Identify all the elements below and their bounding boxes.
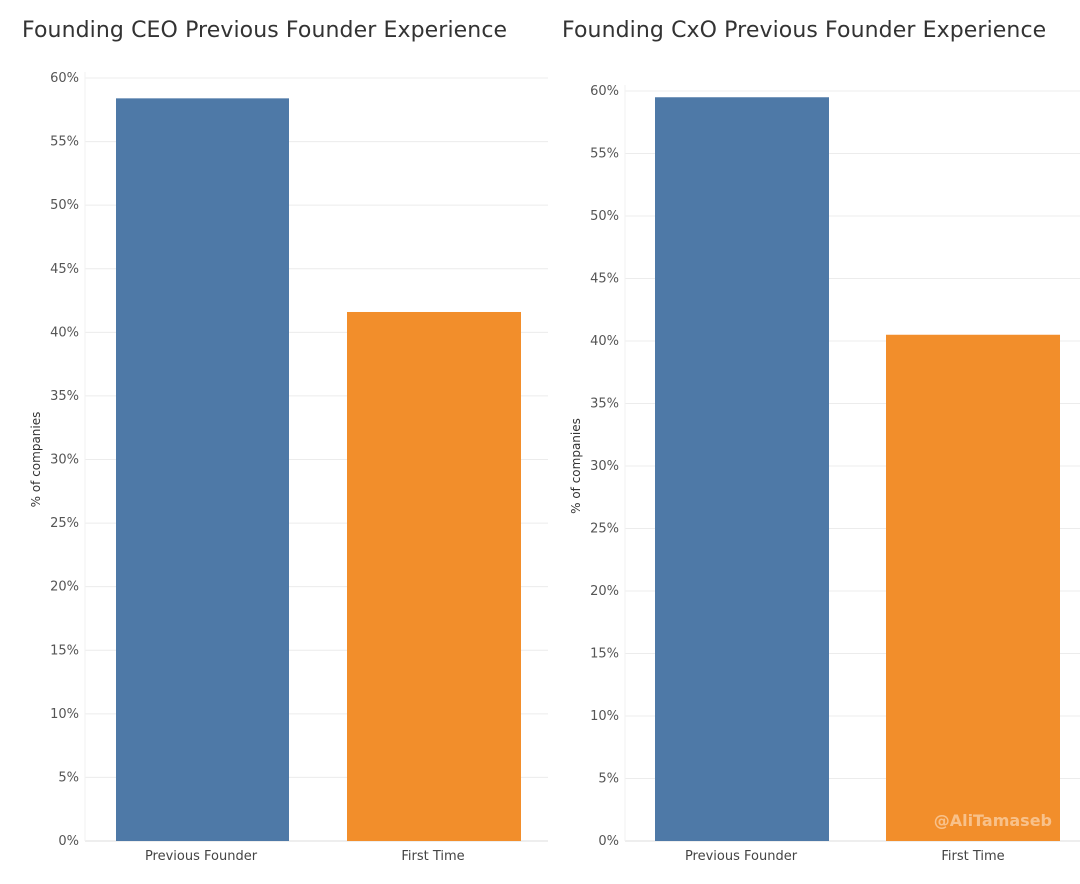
bar-ceo-previous-founder xyxy=(116,98,289,841)
x-category-label-ceo: First Time xyxy=(401,849,464,864)
y-tick-label-ceo: 55% xyxy=(50,135,79,150)
x-category-label-ceo: Previous Founder xyxy=(145,849,258,864)
bar-cxo-first-time xyxy=(886,334,1060,841)
y-tick-label-cxo: 15% xyxy=(590,647,619,662)
y-axis-title-ceo: % of companies xyxy=(29,412,43,508)
bar-ceo-first-time xyxy=(347,311,521,841)
y-tick-label-ceo: 30% xyxy=(50,453,79,468)
y-tick-label-ceo: 40% xyxy=(50,325,79,340)
watermark-text: @AliTamaseb xyxy=(934,811,1052,830)
y-tick-label-cxo: 0% xyxy=(598,834,619,849)
y-tick-label-cxo: 50% xyxy=(590,209,619,224)
y-tick-label-ceo: 15% xyxy=(50,643,79,658)
y-tick-label-cxo: 20% xyxy=(590,584,619,599)
y-tick-label-ceo: 45% xyxy=(50,262,79,277)
y-tick-label-cxo: 40% xyxy=(590,334,619,349)
chart-title-ceo: Founding CEO Previous Founder Experience xyxy=(22,18,508,43)
y-axis-title-cxo: % of companies xyxy=(569,418,583,514)
y-tick-label-ceo: 10% xyxy=(50,707,79,722)
y-tick-label-cxo: 60% xyxy=(590,84,619,99)
y-tick-label-cxo: 30% xyxy=(590,459,619,474)
y-tick-label-ceo: 5% xyxy=(58,770,79,785)
y-tick-label-ceo: 60% xyxy=(50,71,79,86)
y-tick-label-cxo: 5% xyxy=(598,772,619,787)
bar-cxo-previous-founder xyxy=(655,97,829,841)
y-tick-label-ceo: 25% xyxy=(50,516,79,531)
y-tick-label-ceo: 35% xyxy=(50,389,79,404)
y-tick-label-cxo: 55% xyxy=(590,147,619,162)
y-tick-label-cxo: 10% xyxy=(590,709,619,724)
y-tick-label-cxo: 45% xyxy=(590,272,619,287)
x-category-label-cxo: Previous Founder xyxy=(685,849,798,864)
y-tick-label-cxo: 35% xyxy=(590,397,619,412)
y-tick-label-ceo: 20% xyxy=(50,580,79,595)
y-tick-label-cxo: 25% xyxy=(590,522,619,537)
y-tick-label-ceo: 50% xyxy=(50,198,79,213)
x-category-label-cxo: First Time xyxy=(941,849,1004,864)
y-tick-label-ceo: 0% xyxy=(58,834,79,849)
chart-title-cxo: Founding CxO Previous Founder Experience xyxy=(562,18,1047,43)
